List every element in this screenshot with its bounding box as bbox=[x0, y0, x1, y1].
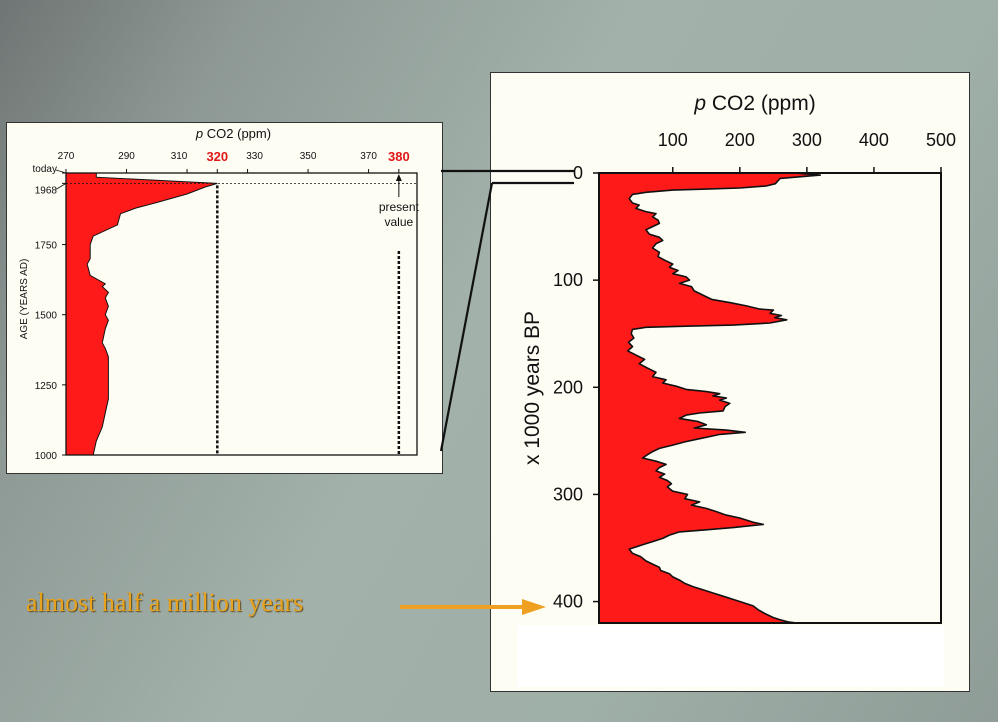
co2-area bbox=[598, 172, 822, 624]
x-tick-label-320: 320 bbox=[206, 149, 228, 164]
co2-area bbox=[65, 172, 218, 456]
caption-text: almost half a million years bbox=[26, 588, 304, 617]
y-tick-label-100: 100 bbox=[553, 270, 583, 290]
y-tick-label-1750: 1750 bbox=[35, 241, 58, 252]
chart-title-rest: CO2 (ppm) bbox=[706, 92, 816, 115]
x-tick-label-330: 330 bbox=[246, 151, 263, 162]
x-tick-label-100: 100 bbox=[658, 130, 688, 150]
today-leader bbox=[55, 169, 67, 174]
y-tick-label-1500: 1500 bbox=[35, 311, 58, 322]
chart-title-rest: CO2 (ppm) bbox=[203, 126, 271, 141]
y-tick-label-400: 400 bbox=[553, 592, 583, 612]
ice-core-co2-chart: 100 200 300 400 500 0 100 200 300 400 p CO2 (ppm) x… bbox=[517, 92, 956, 687]
x-tick-label-500: 500 bbox=[926, 130, 956, 150]
x-tick-label-270: 270 bbox=[58, 151, 75, 162]
left-chart-panel: 270 290 310 320 330 350 370 380 today 1968 1750 150… bbox=[6, 122, 443, 474]
x-tick-label-300: 300 bbox=[792, 130, 822, 150]
x-tick-label-310: 310 bbox=[171, 151, 188, 162]
plot-frame bbox=[65, 172, 418, 456]
blank-area bbox=[517, 625, 944, 687]
x-tick-label-200: 200 bbox=[725, 130, 755, 150]
year-1968-leader bbox=[55, 183, 67, 190]
y-tick-label-2005: today bbox=[33, 164, 57, 175]
y-tick-label-0: 0 bbox=[573, 163, 583, 183]
chart-title-italic: p bbox=[195, 126, 203, 141]
caption-arrow-head bbox=[522, 599, 546, 615]
annotation-arrow-head bbox=[395, 174, 402, 181]
chart-title-italic: p bbox=[693, 92, 706, 115]
y-tick-label-1250: 1250 bbox=[35, 381, 58, 392]
recent-co2-chart: 270 290 310 320 330 350 370 380 today 1968 1750 150… bbox=[19, 126, 420, 462]
x-tick-label-290: 290 bbox=[118, 151, 135, 162]
y-tick-label-1968: 1968 bbox=[35, 185, 58, 196]
plot-frame bbox=[598, 172, 942, 624]
chart-title: p CO2 (ppm) bbox=[693, 92, 815, 115]
y-axis-label: x 1000 years BP bbox=[521, 311, 544, 465]
y-tick-label-200: 200 bbox=[553, 377, 583, 397]
x-tick-label-380: 380 bbox=[388, 149, 410, 164]
connector-diagonal bbox=[439, 182, 494, 452]
x-tick-label-350: 350 bbox=[300, 151, 317, 162]
right-chart-panel: 100 200 300 400 500 0 100 200 300 400 p CO2 (ppm) x… bbox=[490, 72, 970, 692]
y-axis-label: AGE (YEARS AD) bbox=[19, 259, 30, 340]
x-tick-label-370: 370 bbox=[360, 151, 377, 162]
y-tick-label-1000: 1000 bbox=[35, 451, 58, 462]
y-tick-label-300: 300 bbox=[553, 484, 583, 504]
x-tick-label-400: 400 bbox=[859, 130, 889, 150]
annotation-line2: value bbox=[385, 215, 414, 229]
annotation-line1: present bbox=[379, 200, 420, 214]
chart-title: p CO2 (ppm) bbox=[195, 126, 271, 141]
